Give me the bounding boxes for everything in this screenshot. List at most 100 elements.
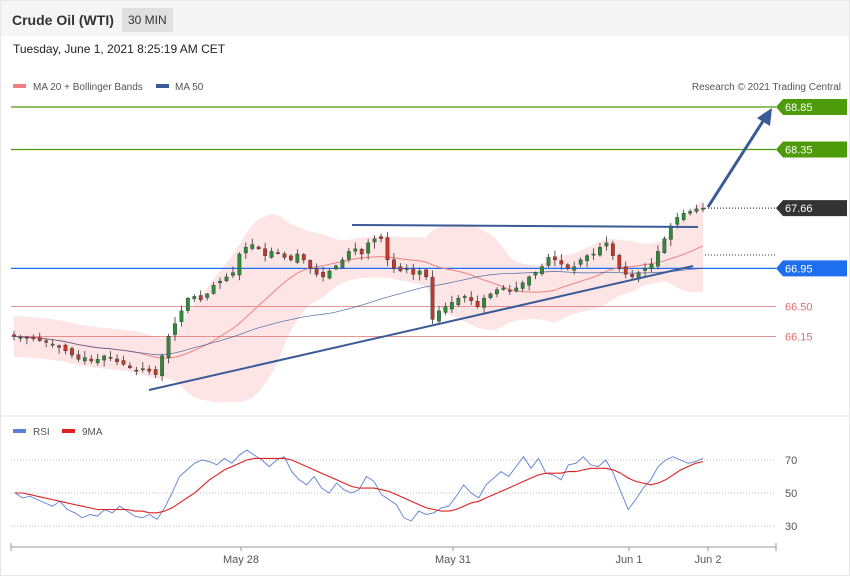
candle-body [173, 323, 177, 335]
candle-body [585, 255, 589, 262]
candle-body [527, 276, 532, 286]
candle-body [179, 310, 184, 322]
candle-body [475, 301, 480, 307]
candle-body [694, 208, 699, 212]
level-tag-label-2: 67.66 [785, 203, 813, 215]
candle-body [192, 296, 197, 300]
candle-body [115, 358, 119, 363]
candle-body [449, 302, 454, 310]
copyright-text: Research © 2021 Trading Central [692, 82, 841, 93]
candle-body [301, 254, 306, 261]
candle-body [70, 348, 74, 356]
candle-body [282, 253, 287, 258]
candle-body [604, 242, 609, 247]
candlesticks [12, 203, 705, 382]
candle-body [198, 295, 203, 301]
level-tag-label-4: 66.50 [785, 302, 813, 314]
candle-body [533, 272, 538, 276]
candle-body [243, 246, 248, 254]
candle-body [263, 248, 268, 256]
legend-swatch-ma50 [156, 84, 169, 88]
level-tag-label-1: 68.35 [785, 144, 813, 156]
trendlines [148, 108, 772, 391]
candle-body [57, 345, 61, 348]
candle-body [565, 264, 570, 269]
level-tag-label-3: 66.95 [785, 263, 813, 275]
candle-body [108, 357, 113, 359]
candle-body [44, 340, 49, 343]
candle-body [18, 337, 23, 339]
rsi-line [14, 449, 704, 522]
candle-body [327, 270, 332, 279]
candle-body [160, 355, 165, 376]
candle-body [520, 282, 525, 289]
candle-body [501, 287, 506, 290]
candle-body [185, 297, 190, 311]
target-arrow-shaft [706, 117, 767, 208]
x-tick-label-3: Jun 2 [695, 554, 722, 566]
candle-body [82, 357, 87, 362]
candle-body [37, 337, 42, 341]
candle-body [218, 280, 222, 284]
candle-body [701, 207, 705, 210]
legend-label-ma50: MA 50 [175, 82, 204, 93]
candle-body [24, 336, 29, 339]
candle-body [353, 248, 358, 252]
candle-body [231, 272, 235, 276]
main-legend: MA 20 + Bollinger Bands MA 50 Research ©… [13, 82, 841, 93]
chart-header: Crude Oil (WTI) 30 MIN [1, 1, 849, 36]
candle-body [31, 337, 36, 340]
candle-body [288, 255, 293, 261]
candle-body [404, 268, 409, 270]
moving-averages [13, 245, 704, 359]
candle-body [205, 293, 210, 298]
candle-body [572, 266, 577, 271]
candle-body [688, 211, 693, 214]
legend-label-9ma: 9MA [82, 427, 103, 438]
candle-body [552, 256, 557, 261]
candle-body [224, 276, 229, 281]
target-arrow-head [757, 108, 772, 126]
rsi-ma-line [15, 457, 704, 514]
level-tag-label-5: 66.15 [785, 331, 813, 343]
candle-body [662, 238, 667, 253]
candle-body [379, 236, 383, 239]
bollinger-bands [14, 199, 703, 403]
candle-body [392, 259, 396, 269]
candle-body [488, 293, 493, 298]
price-levels [11, 106, 776, 337]
timeframe-badge[interactable]: 30 MIN [122, 8, 173, 32]
candle-body [346, 251, 351, 260]
candle-body [559, 260, 564, 265]
candle-body [308, 260, 313, 269]
candle-body [540, 266, 544, 274]
candle-body [250, 244, 255, 249]
candle-body [591, 253, 596, 256]
legend-swatch-ma20 [13, 84, 26, 88]
level-tag-bg-2 [776, 200, 847, 217]
candle-body [456, 297, 461, 305]
candle-body [681, 212, 686, 220]
candle-body [668, 225, 673, 240]
candle-body [237, 253, 242, 276]
rsi-panel: 70 50 30 [11, 449, 797, 533]
candle-body [50, 343, 55, 346]
candle-body [134, 369, 139, 372]
candle-body [385, 237, 390, 261]
candle-body [411, 268, 416, 275]
candle-body [366, 242, 371, 254]
candle-body [321, 271, 325, 278]
candle-body [314, 268, 319, 275]
candle-body [649, 263, 654, 269]
candle-body [153, 369, 158, 375]
level-tag-bg-3 [776, 260, 847, 277]
candle-body [630, 274, 635, 278]
rsi-tick-50: 50 [785, 488, 797, 500]
candle-body [334, 265, 338, 270]
x-tick-label-1: May 31 [435, 554, 471, 566]
x-tick-label-0: May 28 [223, 554, 259, 566]
rsi-tick-70: 70 [785, 455, 797, 467]
candle-body [482, 297, 486, 308]
rsi-legend: RSI 9MA [13, 427, 103, 438]
